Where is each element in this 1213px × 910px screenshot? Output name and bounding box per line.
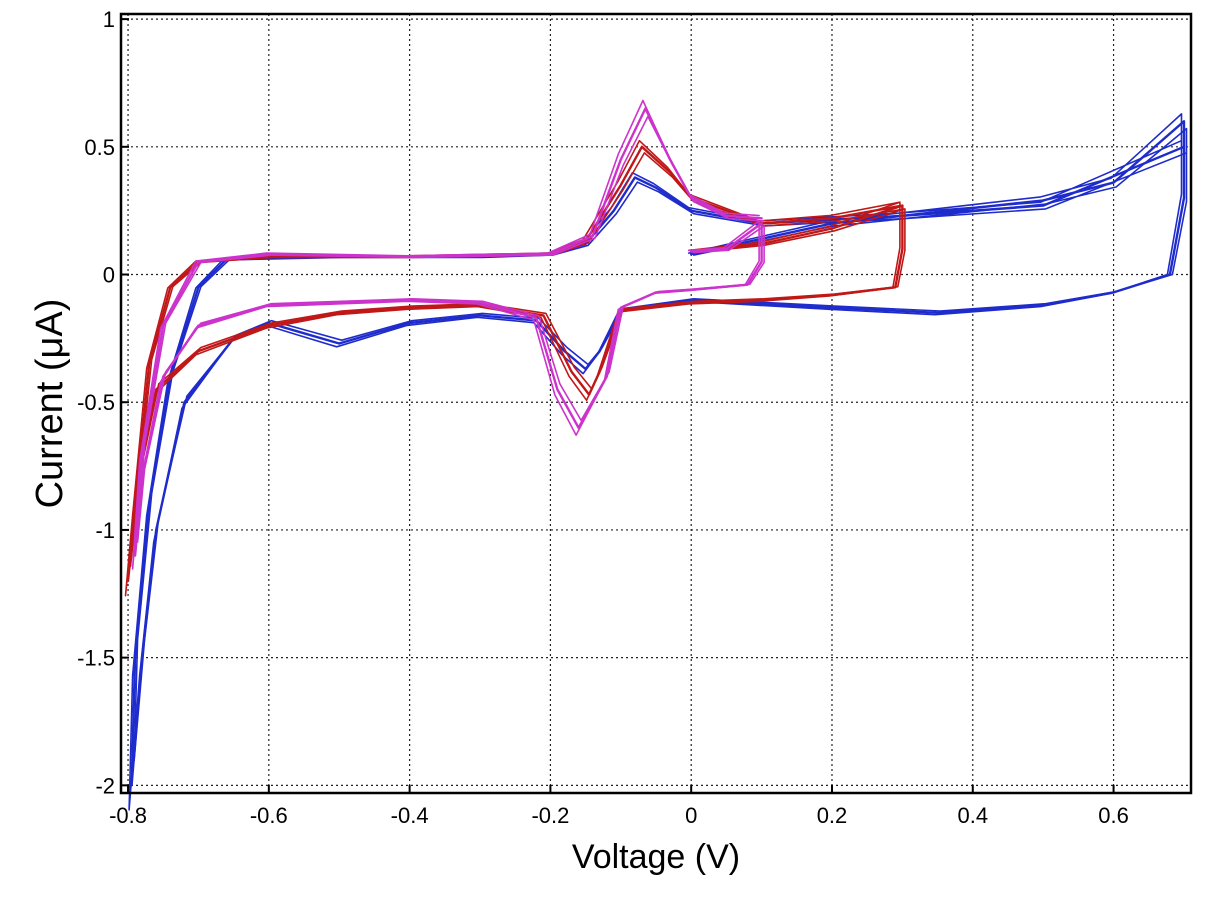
x-tick-label: -0.2 — [531, 803, 569, 828]
x-tick-label: -0.6 — [250, 803, 288, 828]
series-line — [131, 99, 760, 570]
series-curve-group — [131, 99, 765, 570]
series-line — [126, 145, 904, 583]
series-line — [133, 107, 763, 557]
x-tick-label: 0.4 — [957, 803, 988, 828]
series-curve-group — [124, 139, 906, 597]
series-line — [129, 152, 906, 568]
series-line — [124, 139, 901, 597]
x-tick-label: -0.8 — [109, 803, 147, 828]
y-tick-label: -1 — [95, 518, 115, 543]
series-line — [133, 127, 1188, 762]
plot-frame — [119, 12, 1193, 795]
y-tick-label: -2 — [95, 773, 115, 798]
y-tick-label: -1.5 — [77, 646, 115, 671]
y-tick-label: 1 — [103, 7, 115, 32]
series-line — [136, 115, 765, 543]
y-tick-label: 0 — [103, 263, 115, 288]
x-axis-title: Voltage (V) — [572, 838, 740, 876]
x-tick-label: 0.6 — [1098, 803, 1129, 828]
x-tick-label: 0.2 — [817, 803, 848, 828]
y-axis-title: Current (μA) — [29, 299, 71, 509]
series-line — [128, 113, 1183, 811]
grid-lines — [121, 14, 1191, 793]
tick-labels: -0.8 -0.6 -0.4 -0.2 0 0.2 0.4 0.6 1 0.5 0 -0.5 -1 -1.… — [77, 7, 1129, 828]
y-tick-label: -0.5 — [77, 390, 115, 415]
series-layer — [124, 99, 1188, 811]
series-curve-group — [128, 113, 1188, 811]
series-line — [130, 120, 1186, 787]
y-tick-label: 0.5 — [84, 135, 115, 160]
x-tick-label: 0 — [685, 803, 697, 828]
x-tick-label: -0.4 — [391, 803, 429, 828]
